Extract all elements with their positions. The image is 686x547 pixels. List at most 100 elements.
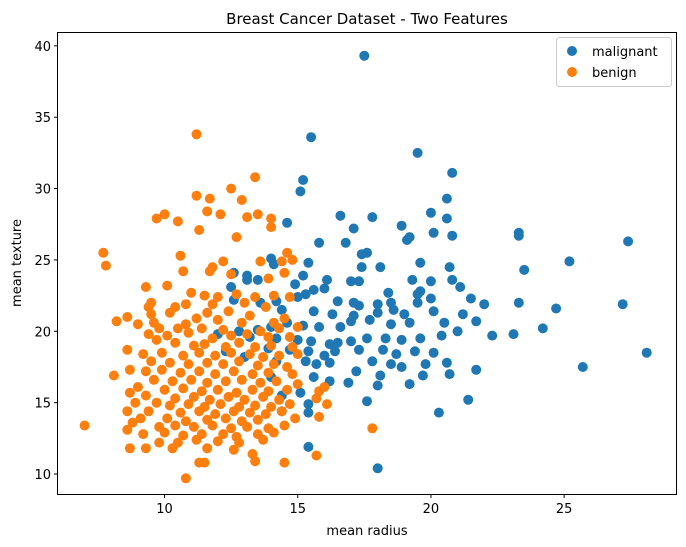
malignant-point <box>303 441 314 452</box>
malignant-point <box>551 303 562 314</box>
malignant-point <box>519 264 530 275</box>
benign-point <box>98 247 109 258</box>
x-tick-label: 20 <box>423 502 440 517</box>
benign-point <box>154 323 165 334</box>
malignant-point <box>412 289 423 300</box>
benign-point <box>100 260 111 271</box>
legend-marker-benign <box>567 67 577 77</box>
malignant-point <box>306 336 317 347</box>
benign-point <box>172 216 183 227</box>
plot-frame <box>57 32 677 495</box>
benign-point <box>178 383 189 394</box>
benign-point <box>162 280 173 291</box>
malignant-point <box>364 314 375 325</box>
benign-point <box>292 322 303 332</box>
malignant-point <box>447 167 458 178</box>
benign-point <box>138 349 149 360</box>
benign-point <box>202 357 213 368</box>
malignant-point <box>407 274 418 285</box>
benign-point <box>284 332 295 342</box>
benign-point <box>191 190 202 201</box>
malignant-point <box>308 372 319 382</box>
benign-point <box>207 333 218 344</box>
malignant-point <box>444 369 455 380</box>
malignant-point <box>380 333 391 344</box>
malignant-point <box>303 407 314 418</box>
legend-marker-malignant <box>567 46 577 56</box>
malignant-point <box>396 362 407 372</box>
malignant-point <box>268 259 279 270</box>
malignant-point <box>447 274 458 285</box>
malignant-point <box>487 330 498 341</box>
benign-point <box>140 390 151 401</box>
benign-point <box>199 339 210 350</box>
benign-point <box>159 209 170 220</box>
malignant-point <box>332 296 343 307</box>
benign-point <box>244 407 255 418</box>
benign-point <box>250 342 261 352</box>
benign-point <box>260 302 271 312</box>
malignant-point <box>617 299 628 310</box>
malignant-point <box>298 175 309 185</box>
malignant-point <box>308 284 319 295</box>
benign-point <box>215 209 226 220</box>
benign-point <box>111 316 122 327</box>
malignant-point <box>242 274 253 285</box>
benign-point <box>124 364 135 375</box>
malignant-point <box>252 274 263 285</box>
malignant-point <box>332 337 343 348</box>
malignant-point <box>383 287 394 298</box>
benign-point <box>122 344 133 355</box>
malignant-point <box>425 207 436 218</box>
malignant-point <box>359 50 370 61</box>
malignant-point <box>335 322 346 332</box>
benign-point <box>250 172 261 183</box>
benign-point <box>260 409 271 420</box>
benign-point <box>239 394 250 405</box>
benign-point <box>266 401 277 412</box>
benign-point <box>167 376 178 387</box>
benign-point <box>282 247 293 258</box>
y-axis: 10 15 20 25 30 35 40 <box>34 40 58 483</box>
malignant-point <box>425 276 436 287</box>
malignant-point <box>290 279 301 290</box>
malignant-point <box>425 293 436 304</box>
benign-point <box>266 222 277 233</box>
benign-point <box>164 307 175 318</box>
malignant-point <box>226 282 237 292</box>
benign-point <box>132 382 143 392</box>
malignant-point <box>412 297 423 308</box>
malignant-point <box>340 237 351 248</box>
benign-point <box>188 391 199 402</box>
benign-point <box>124 443 135 454</box>
benign-point <box>250 456 261 467</box>
benign-point <box>218 359 229 370</box>
benign-point <box>274 394 285 405</box>
malignant-point <box>375 262 386 273</box>
benign-point <box>252 209 263 220</box>
malignant-point <box>324 339 335 350</box>
benign-point <box>244 349 255 360</box>
benign-point <box>183 359 194 370</box>
benign-point <box>191 434 202 445</box>
malignant-point <box>402 235 412 245</box>
benign-point <box>276 406 287 417</box>
benign-point <box>108 370 119 381</box>
benign-point <box>268 359 279 370</box>
benign-point <box>234 437 245 448</box>
malignant-point <box>479 299 490 310</box>
benign-point <box>276 256 287 267</box>
benign-point <box>279 313 290 324</box>
y-tick-label: 20 <box>34 325 51 340</box>
benign-point <box>282 384 293 395</box>
benign-point <box>210 350 221 361</box>
benign-point <box>202 377 213 388</box>
malignant-point <box>292 334 303 345</box>
benign-point <box>191 129 202 140</box>
benign-point <box>252 360 263 371</box>
benign-point <box>367 423 378 434</box>
benign-point <box>178 430 189 441</box>
y-tick-label: 10 <box>34 468 51 483</box>
benign-point <box>223 391 234 402</box>
benign-point <box>186 287 197 298</box>
